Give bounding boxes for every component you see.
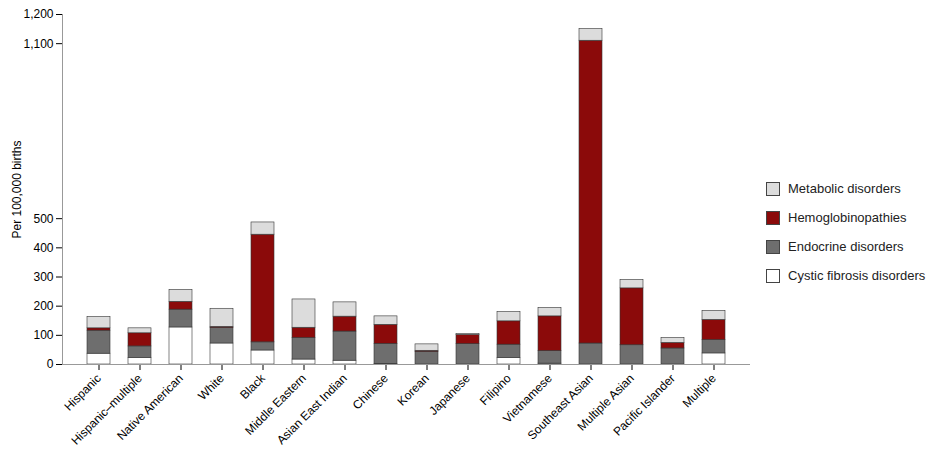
- svg-text:500: 500: [33, 212, 53, 226]
- svg-text:Black: Black: [237, 371, 268, 402]
- svg-text:Native American: Native American: [114, 371, 186, 443]
- svg-text:Middle Eastern: Middle Eastern: [242, 371, 309, 438]
- svg-text:1,100: 1,100: [23, 37, 53, 51]
- svg-text:Chinese: Chinese: [350, 371, 391, 412]
- svg-text:Filipino: Filipino: [477, 371, 514, 408]
- html-text:Endocrine disorders: Endocrine disorders: [788, 239, 904, 254]
- svg-text:Southeast Asian: Southeast Asian: [524, 371, 596, 443]
- svg-text:Multiple: Multiple: [680, 371, 719, 410]
- svg-text:1,200: 1,200: [23, 7, 53, 21]
- svg-text:Per 100,000 births: Per 100,000 births: [10, 140, 24, 238]
- svg-text:Hispanic–multiple: Hispanic–multiple: [68, 371, 145, 448]
- svg-text:200: 200: [33, 299, 53, 313]
- svg-text:White: White: [195, 371, 227, 403]
- svg-text:Japanese: Japanese: [426, 371, 473, 418]
- svg-text:100: 100: [33, 328, 53, 342]
- svg-text:Asian East Indian: Asian East Indian: [274, 371, 350, 447]
- svg-text:0: 0: [47, 357, 54, 371]
- html-text:Metabolic disorders: Metabolic disorders: [788, 181, 901, 196]
- svg-text:Vietnamese: Vietnamese: [500, 371, 555, 426]
- svg-text:Korean: Korean: [395, 371, 432, 408]
- html-text:Cystic fibrosis disorders: Cystic fibrosis disorders: [788, 268, 926, 283]
- svg-text:400: 400: [33, 241, 53, 255]
- svg-text:Multiple Asian: Multiple Asian: [574, 371, 637, 434]
- svg-text:Pacific Islander: Pacific Islander: [610, 371, 677, 438]
- svg-text:300: 300: [33, 270, 53, 284]
- html-text:Hemoglobinopathies: Hemoglobinopathies: [788, 210, 907, 225]
